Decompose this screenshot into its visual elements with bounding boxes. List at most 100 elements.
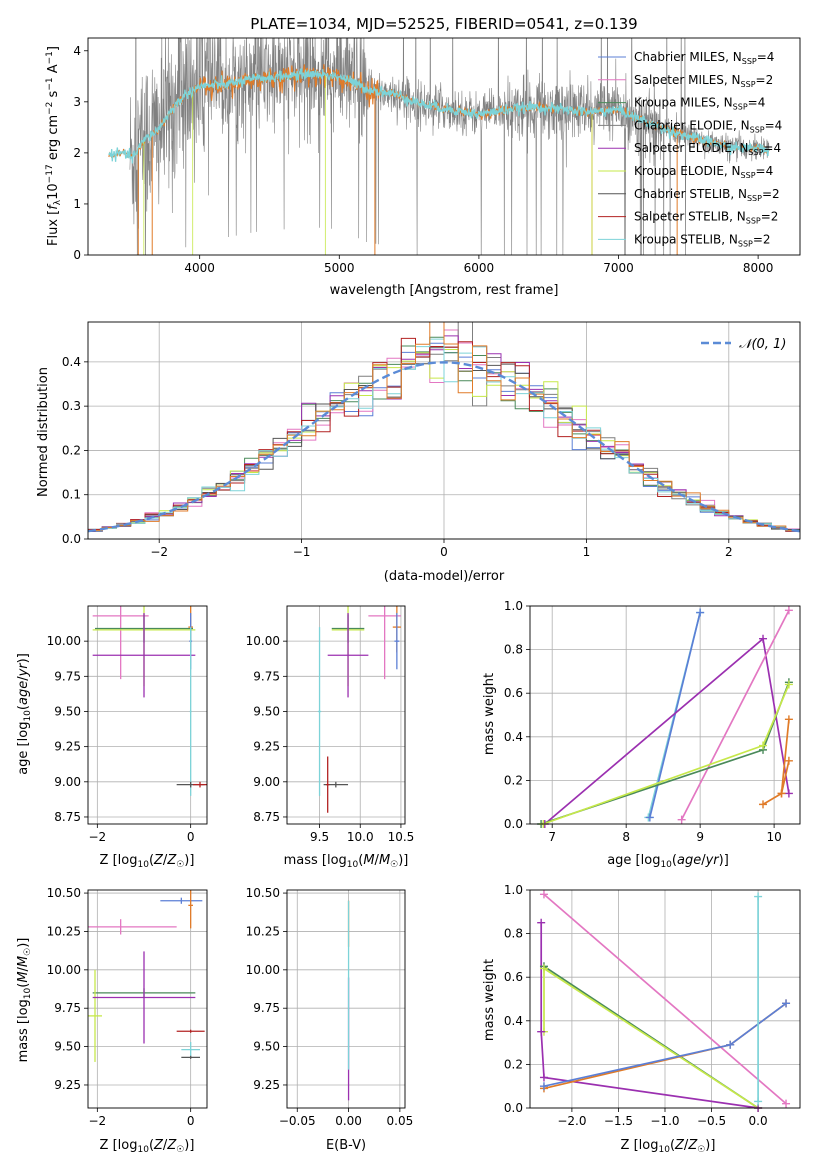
mass_vs_ebv-ytick-label-5: 10.50 — [246, 886, 280, 900]
weight_vs_age-marker-6-0 — [759, 800, 768, 809]
mass_vs_Z-ytick-label-3: 10.00 — [47, 963, 81, 977]
age_vs_Z-ytick-label-1: 9.00 — [54, 775, 81, 789]
age_vs_Z-xtick-label-0: −2 — [88, 830, 106, 844]
legend-item-8: Kroupa STELIB, NSSP=2 — [634, 232, 771, 248]
spectrum-ytick-label-4: 4 — [73, 44, 81, 58]
residuals-ytick-label-0: 0.0 — [62, 532, 81, 546]
weight_vs_age-xtick-label-3: 10 — [766, 830, 781, 844]
weight_vs_age-marker-1-0 — [645, 813, 654, 822]
weight_vs_age-ytick-label-4: 0.8 — [504, 643, 523, 657]
weight_vs_Z-marker-5-2 — [782, 999, 791, 1008]
residuals-ytick-label-1: 0.1 — [62, 488, 81, 502]
age_vs_mass-ytick-label-1: 9.00 — [253, 775, 280, 789]
residuals-frame — [87, 321, 801, 540]
mass-z-ylabel: mass [log10(M/M☉)] — [16, 938, 33, 1063]
weight_vs_age-ytick-label-2: 0.4 — [504, 730, 523, 744]
legend-item-0: Chabrier MILES, NSSP=4 — [634, 50, 774, 66]
mass_vs_ebv-xtick-label-1: 0.00 — [335, 1114, 362, 1128]
mass_vs_ebv-frame — [286, 889, 406, 1109]
residuals-panel: −2 −1 0 1 2 0.0 0.1 0.2 0.3 0.4 𝒩(0, 1) — [62, 321, 801, 559]
age_vs_Z-ytick-label-0: 8.75 — [54, 810, 81, 824]
age_vs_Z-ytick-label-2: 9.25 — [54, 740, 81, 754]
residuals-xtick-label-2: 0 — [440, 545, 448, 559]
spectrum-plot-area — [108, 38, 770, 255]
mass_vs_Z-frame — [87, 889, 208, 1109]
weight_vs_age-ytick-label-0: 0.0 — [504, 817, 523, 831]
weight_vs_Z-ytick-label-0: 0.0 — [504, 1101, 523, 1115]
mass_vs_Z-ytick-label-0: 9.25 — [54, 1078, 81, 1092]
age_vs_mass-xtick-label-1: 10.0 — [347, 830, 374, 844]
residuals-plot-area — [88, 322, 800, 533]
weight_vs_Z-marker-3-0 — [537, 918, 546, 927]
mass-z-xlabel: Z [log10(Z/Z☉)] — [100, 1138, 195, 1155]
age-z-xlabel: Z [log10(Z/Z☉)] — [100, 853, 195, 870]
spectrum-xlabel: wavelength [Angstrom, rest frame] — [330, 283, 559, 298]
spectrum-xtick-label-0: 4000 — [184, 261, 215, 275]
legend-item-4: Salpeter ELODIE, NSSP=4 — [634, 141, 781, 157]
weight_vs_Z-xtick-label-2: −1.0 — [650, 1114, 679, 1128]
weight_vs_Z-ytick-label-5: 1.0 — [504, 883, 523, 897]
residuals-ylabel: Normed distribution — [36, 367, 51, 497]
age_vs_mass-xtick-label-2: 10.5 — [388, 830, 415, 844]
spectrum-xtick-label-4: 8000 — [743, 261, 774, 275]
figure-title: PLATE=1034, MJD=52525, FIBERID=0541, z=0… — [250, 15, 637, 33]
residuals-xlabel: (data-model)/error — [384, 569, 505, 584]
mass_vs_ebv-ytick-label-0: 9.25 — [253, 1078, 280, 1092]
residuals-ytick-label-4: 0.4 — [62, 355, 81, 369]
weight_vs_Z-ytick-label-3: 0.6 — [504, 970, 523, 984]
weight_vs_Z-marker-0-0 — [539, 890, 548, 899]
weight_vs_Z-marker-3-2 — [539, 1073, 548, 1082]
spectrum-ytick-label-1: 1 — [73, 197, 81, 211]
spectrum-ytick-label-3: 3 — [73, 95, 81, 109]
weight_vs_Z-xtick-label-1: −1.5 — [604, 1114, 633, 1128]
weight_vs_Z-series-3 — [540, 922, 759, 1108]
age_vs_mass-ytick-label-3: 9.50 — [253, 704, 280, 718]
spectrum-ylabel: Flux [fλ10−17 erg cm−2 s−1 A−1] — [45, 46, 63, 246]
spectrum-xtick-label-2: 6000 — [464, 261, 495, 275]
weight_vs_age-xtick-label-1: 8 — [622, 830, 630, 844]
weight_vs_Z-marker-2-1 — [539, 964, 548, 973]
mass_vs_ebv-ytick-label-3: 10.00 — [246, 963, 280, 977]
age_vs_Z-frame — [87, 605, 208, 825]
weight_vs_age-series-7 — [780, 760, 790, 794]
residuals-xtick-label-3: 1 — [583, 545, 591, 559]
weight_vs_Z-series-0 — [543, 893, 787, 1105]
age_vs_Z-ytick-label-4: 9.75 — [54, 669, 81, 683]
mass_vs_ebv-xtick-label-2: 0.05 — [387, 1114, 414, 1128]
mass_vs_Z-plot-area — [88, 890, 205, 1062]
weight_vs_age-ytick-label-5: 1.0 — [504, 599, 523, 613]
mass_vs_ebv-xtick-label-0: −0.05 — [279, 1114, 316, 1128]
mass_vs_Z-xtick-label-1: 0 — [187, 1114, 195, 1128]
residuals-xtick-label-0: −2 — [150, 545, 168, 559]
mass_vs_Z-xtick-label-0: −2 — [88, 1114, 106, 1128]
residuals-ytick-label-3: 0.3 — [62, 399, 81, 413]
spectrum-xtick-label-3: 7000 — [603, 261, 634, 275]
weight_vs_age-marker-5-2 — [784, 680, 793, 689]
legend-item-5: Kroupa ELODIE, NSSP=4 — [634, 164, 773, 180]
plot-panels: 4000 5000 6000 7000 8000 0 1 2 3 4 Chabrier MILES,… — [47, 37, 801, 1128]
weight_vs_age-marker-3-1 — [784, 606, 793, 615]
mass_vs_Z-ytick-label-2: 9.75 — [54, 1001, 81, 1015]
age_vs_Z-panel: −2 0 8.75 9.00 9.25 9.50 9.75 10.00 — [47, 605, 208, 844]
age_vs_mass-panel: 9.5 10.0 10.5 8.75 9.00 9.25 9.50 9.75 10.00 — [246, 605, 415, 844]
weight_vs_Z-plot-area — [540, 893, 787, 1108]
weight-z-ylabel: mass weight — [482, 959, 497, 1041]
spectrum-panel: 4000 5000 6000 7000 8000 0 1 2 3 4 Chabrier MILES,… — [73, 37, 801, 275]
weight_vs_age-marker-6-2 — [784, 715, 793, 724]
spectrum-ytick-label-2: 2 — [73, 146, 81, 160]
residuals-ytick-label-2: 0.2 — [62, 443, 81, 457]
mass_vs_Z-ytick-label-1: 9.50 — [54, 1040, 81, 1054]
weight_vs_age-frame — [529, 605, 801, 825]
weight-age-ylabel: mass weight — [482, 673, 497, 755]
weight_vs_age-xtick-label-2: 9 — [696, 830, 704, 844]
weight_vs_Z-xtick-label-4: 0.0 — [749, 1114, 768, 1128]
weight_vs_age-xtick-label-0: 7 — [548, 830, 556, 844]
spectrum-ytick-label-0: 0 — [73, 248, 81, 262]
age_vs_mass-frame — [286, 605, 406, 825]
mass_vs_Z-ytick-label-5: 10.50 — [47, 886, 81, 900]
weight_vs_Z-ytick-label-2: 0.4 — [504, 1014, 523, 1028]
weight_vs_age-marker-7-0 — [777, 789, 786, 798]
spectrum-xtick-label-1: 5000 — [324, 261, 355, 275]
weight_vs_age-marker-5-1 — [759, 741, 768, 750]
age-z-ylabel: age [log10(age/yr)] — [16, 653, 33, 775]
